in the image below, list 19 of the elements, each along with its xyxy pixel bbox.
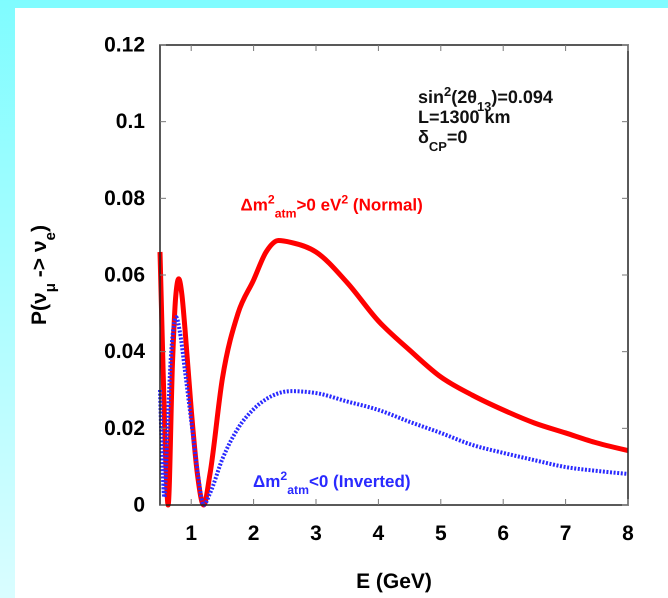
x-tick-label: 7 bbox=[560, 522, 572, 545]
y-tick-label: 0.06 bbox=[104, 264, 145, 286]
x-axis-title: E (GeV) bbox=[356, 570, 432, 593]
x-tick-label: 6 bbox=[497, 522, 510, 545]
y-tick-label: 0.04 bbox=[104, 340, 146, 364]
x-tick-label: 2 bbox=[248, 522, 260, 545]
x-tick-label: 8 bbox=[622, 522, 634, 545]
y-tick-label: 0 bbox=[133, 494, 145, 516]
y-tick-label: 0.02 bbox=[104, 416, 145, 440]
y-tick-label: 0.1 bbox=[116, 110, 146, 134]
x-tick-label: 3 bbox=[310, 522, 322, 545]
x-tick-label: 1 bbox=[185, 522, 198, 545]
y-tick-label: 0.12 bbox=[104, 34, 145, 56]
y-tick-label: 0.08 bbox=[104, 186, 146, 210]
text: Δm$^{2}$$_{atm}$>0 eV$^{2}$ (Normal) bbox=[240, 192, 423, 220]
annotation: δ$_{CP}$=0 bbox=[418, 127, 468, 154]
series-label: Δm$^{2}$$_{atm}$<0 (Inverted) bbox=[253, 469, 411, 497]
x-tick-label: 5 bbox=[434, 522, 447, 545]
x-tick-label: 4 bbox=[372, 522, 385, 545]
